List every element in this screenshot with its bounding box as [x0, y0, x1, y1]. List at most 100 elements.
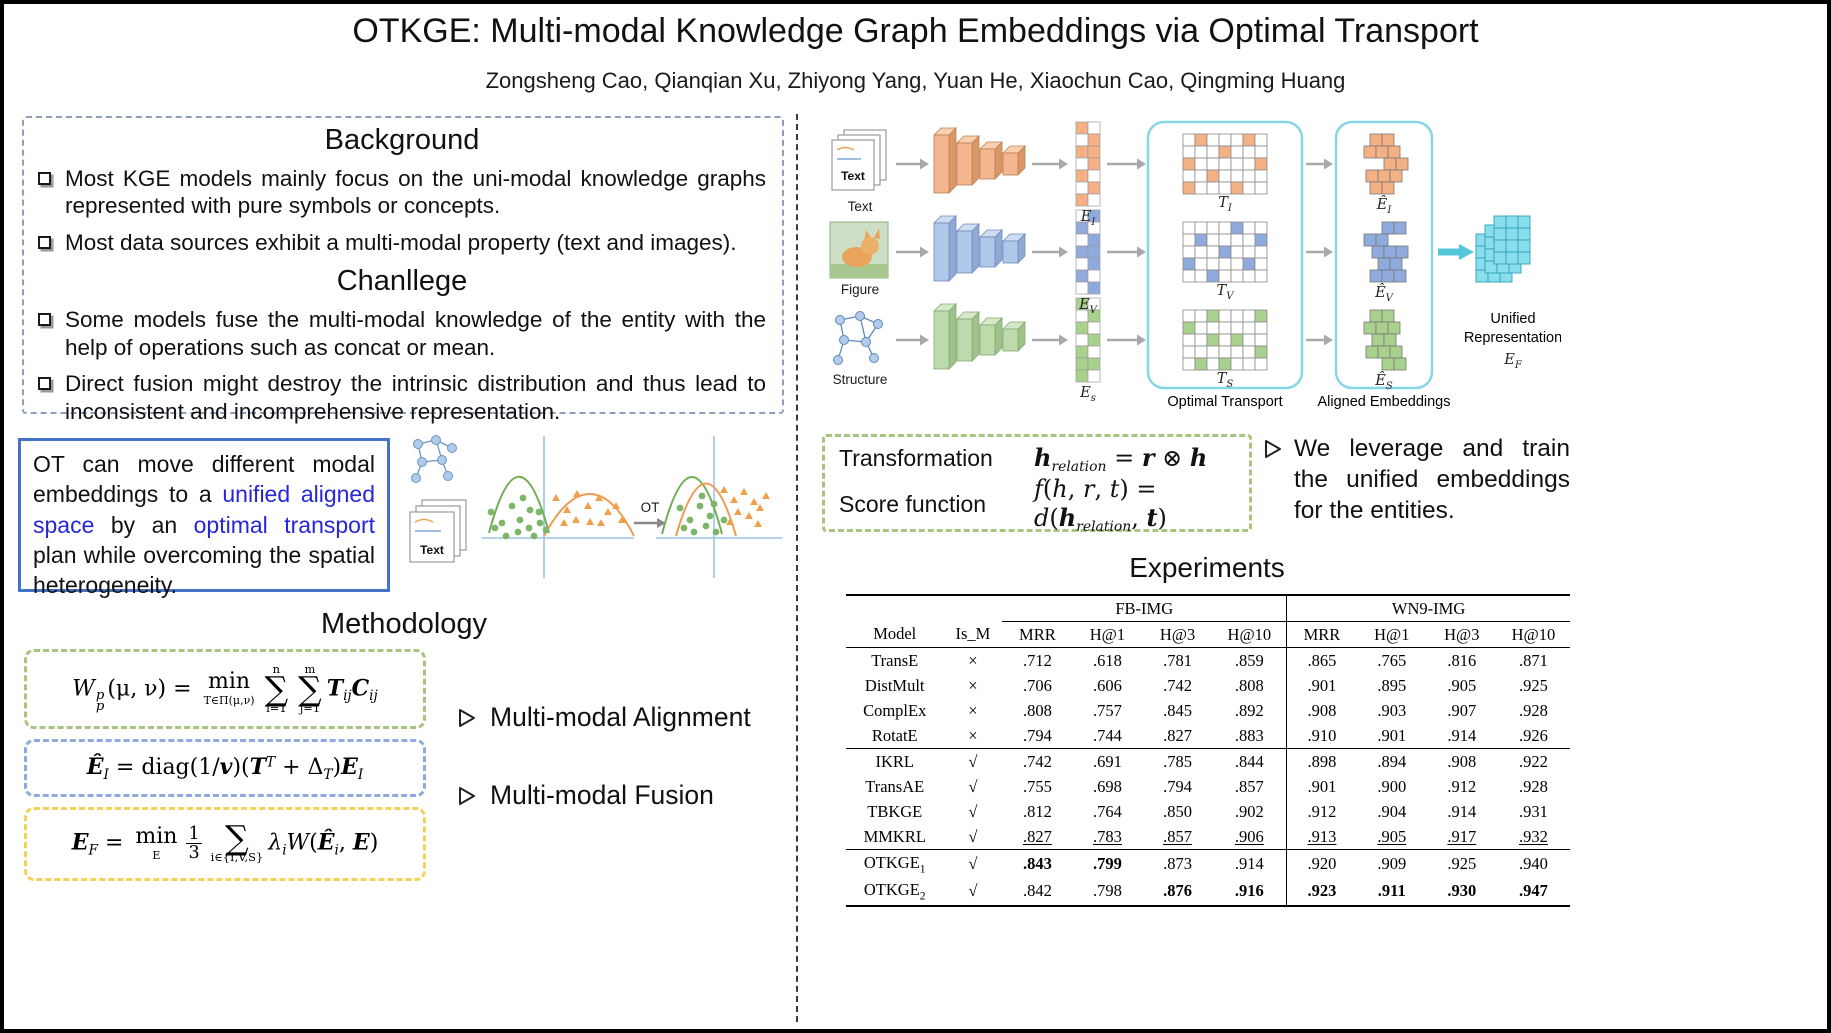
architecture-diagram: Text Text Figure [816, 116, 1562, 416]
metric-value: .895 [1377, 675, 1407, 695]
metric-value: .859 [1234, 650, 1264, 670]
table-header-spacer [846, 594, 1003, 622]
column-header: Model [846, 621, 944, 648]
list-item-text: Some models fuse the multi-modal knowled… [65, 307, 766, 360]
page-title: OTKGE: Multi-modal Knowledge Graph Embed… [352, 12, 1479, 50]
metric-value: .757 [1093, 700, 1122, 720]
metric-value: .932 [1518, 826, 1548, 846]
metric-value: .765 [1377, 650, 1407, 670]
list-item: Some models fuse the multi-modal knowled… [38, 306, 766, 361]
embedding-label: EV [1078, 297, 1099, 316]
metric-value: .905 [1377, 826, 1407, 846]
column-header: H@1 [1072, 621, 1143, 648]
table-column-header-row: Model Is_M MRR H@1 H@3 H@10 MRR H@1 H@3 … [846, 621, 1570, 648]
architecture-decorations [896, 121, 1531, 383]
dataset-group-header: WN9-IMG [1286, 594, 1570, 622]
dataset-group-header: FB-IMG [1002, 594, 1287, 622]
square-bullet-icon [38, 377, 51, 391]
ot-summary-text: OT can move different modal embeddings t… [33, 451, 376, 599]
metric-value: .706 [1022, 675, 1052, 695]
figure-input-icon [829, 221, 889, 279]
metric-value: .920 [1286, 849, 1357, 878]
score-function-row: Score function f(h, r, t) = d(hrelation,… [839, 475, 1235, 535]
metric-value: .808 [1022, 700, 1052, 720]
metric-value: .842 [1002, 877, 1073, 907]
metric-value: .799 [1072, 849, 1143, 878]
metric-value: .816 [1447, 650, 1477, 670]
mini-structure-icon [411, 435, 457, 483]
metric-value: .904 [1377, 801, 1407, 821]
metric-value: .883 [1234, 725, 1264, 745]
metric-value: .794 [1022, 725, 1052, 745]
metric-value: .873 [1142, 849, 1213, 878]
metric-value: .712 [1022, 650, 1052, 670]
metric-value: .914 [1212, 849, 1287, 878]
metric-value: .928 [1518, 776, 1548, 796]
authors-line: Zongsheng Cao, Qianqian Xu, Zhiyong Yang… [485, 68, 1346, 93]
experiments-table-body: TransE × .712 .618 .781 .859 .865 .765 .816 .871 D… [846, 647, 1570, 907]
svg-text:OT: OT [641, 500, 660, 515]
transformation-row: Transformation hrelation = r ⊗ h [839, 443, 1235, 475]
metric-value: .827 [1022, 826, 1052, 846]
metric-value: .917 [1447, 826, 1477, 846]
list-item: Most data sources exhibit a multi-modal … [38, 229, 766, 256]
experiments-table: FB-IMG WN9-IMG Model Is_M MRR H@1 H@3 H@… [846, 594, 1570, 907]
model-name: DistMult [864, 675, 925, 695]
model-name: OTKGE2 [846, 877, 944, 907]
methodology-heading: Methodology [320, 608, 488, 640]
metric-value: .794 [1163, 776, 1192, 796]
is-multimodal-flag: × [968, 725, 978, 745]
metric-value: .742 [1002, 748, 1073, 774]
column-header: H@3 [1142, 621, 1213, 648]
metric-value: .908 [1426, 748, 1497, 774]
metric-value: .947 [1496, 877, 1570, 907]
metric-value: .827 [1163, 725, 1192, 745]
metric-value: .903 [1377, 700, 1407, 720]
unified-embedding-label: EF [1503, 352, 1523, 371]
table-row: TransAE √ .755 .698 .794 .857 .901 .900 .912 .928 [846, 774, 1570, 799]
metric-value: .812 [1022, 801, 1052, 821]
ot-summary-box: OT can move different modal embeddings t… [18, 438, 390, 598]
metric-value: .892 [1234, 700, 1264, 720]
metric-value: .916 [1212, 877, 1287, 907]
metric-value: .781 [1163, 650, 1192, 670]
embedding-label: EI [1080, 209, 1097, 228]
table-row: OTKGE1 √ .843.799.873.914.920.909.925.940 [846, 849, 1570, 878]
square-bullet-icon [38, 235, 51, 249]
structure-input-icon [833, 311, 883, 365]
metric-value: .906 [1234, 826, 1264, 846]
metric-value: .876 [1142, 877, 1213, 907]
metric-value: .940 [1496, 849, 1570, 878]
ot-illustration: Text OT [394, 428, 786, 603]
metric-value: .909 [1356, 849, 1427, 878]
alignment-bullet: Multi-modal Alignment [456, 702, 751, 733]
table-row: ComplEx × .808 .757 .845 .892 .908 .903 .907 .928 [846, 698, 1570, 723]
aligned-label: ÊV [1374, 283, 1395, 304]
svg-text:Text: Text [420, 543, 444, 557]
metric-value: .928 [1518, 700, 1548, 720]
challenge-heading: Chanllege [336, 265, 468, 298]
is-multimodal-flag: √ [943, 877, 1003, 907]
ot-transition-arrow: OT [634, 500, 666, 528]
metric-value: .691 [1072, 748, 1143, 774]
arrow-bullet-icon [456, 785, 478, 807]
metric-value: .907 [1447, 700, 1477, 720]
list-item: Most KGE models mainly focus on the uni-… [38, 165, 766, 220]
model-name: IKRL [846, 748, 944, 774]
transport-label: TS [1217, 371, 1234, 390]
model-definition-box: Transformation hrelation = r ⊗ h Score f… [822, 434, 1252, 535]
svg-text:Text: Text [841, 169, 865, 183]
distribution-plot-before [482, 436, 635, 578]
leverage-note: We leverage and train the unified embedd… [1262, 434, 1570, 527]
scatter-points [487, 486, 770, 540]
model-name: TransAE [865, 776, 925, 796]
experiments-heading: Experiments [1129, 552, 1285, 583]
list-item: Direct fusion might destroy the intrinsi… [38, 370, 766, 425]
metric-value: .931 [1518, 801, 1548, 821]
is-multimodal-flag: √ [968, 801, 978, 821]
metric-value: .606 [1093, 675, 1122, 695]
metric-value: .898 [1286, 748, 1357, 774]
experiments-table-wrap: FB-IMG WN9-IMG Model Is_M MRR H@1 H@3 H@… [846, 594, 1570, 907]
metric-value: .845 [1163, 700, 1192, 720]
